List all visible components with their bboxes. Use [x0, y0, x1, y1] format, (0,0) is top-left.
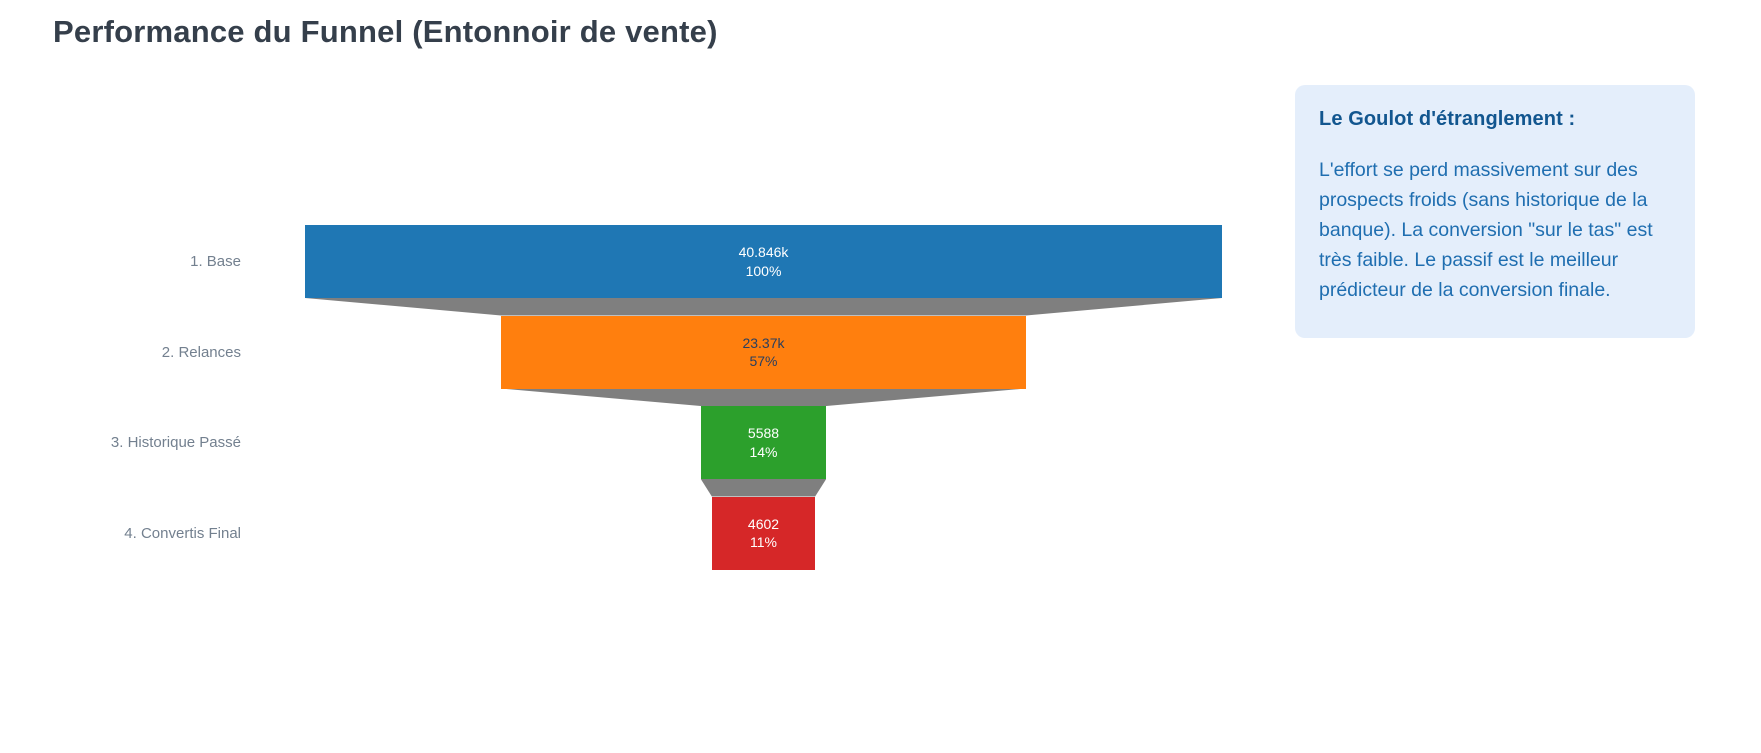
funnel-bar-historique-passe[interactable]: 5588 14% [700, 406, 827, 479]
funnel-bar-relances[interactable]: 23.37k 57% [501, 315, 1026, 389]
page-title: Performance du Funnel (Entonnoir de vent… [53, 14, 718, 49]
bar-percent-label: 57% [749, 353, 778, 369]
bar-value-label: 5588 [747, 425, 780, 441]
insight-callout: Le Goulot d'étranglement : L'effort se p… [1295, 85, 1695, 338]
callout-body: L'effort se perd massivement sur des pro… [1319, 159, 1653, 301]
stage-label-historique-passe: 3. Historique Passé [110, 434, 241, 451]
funnel-connector-3 [700, 479, 827, 497]
stage-label-convertis-final: 4. Convertis Final [124, 524, 241, 542]
callout-title: Le Goulot d'étranglement : [1319, 108, 1576, 130]
funnel-bar-base[interactable]: 40.846k 100% [305, 225, 1222, 298]
bar-value-label: 40.846k [738, 244, 789, 260]
bar-value-label: 4602 [747, 515, 780, 532]
funnel-connector-1 [305, 298, 1222, 316]
bar-percent-label: 14% [749, 443, 778, 460]
funnel-bar-convertis-final[interactable]: 4602 11% [711, 496, 816, 570]
bar-percent-label: 11% [749, 534, 777, 550]
stage-label-base: 1. Base [190, 253, 241, 270]
bar-value-label: 23.37k [742, 334, 785, 351]
funnel-connector-2 [501, 388, 1026, 406]
stage-label-relances: 2. Relances [161, 343, 241, 361]
bar-percent-label: 100% [745, 262, 782, 279]
